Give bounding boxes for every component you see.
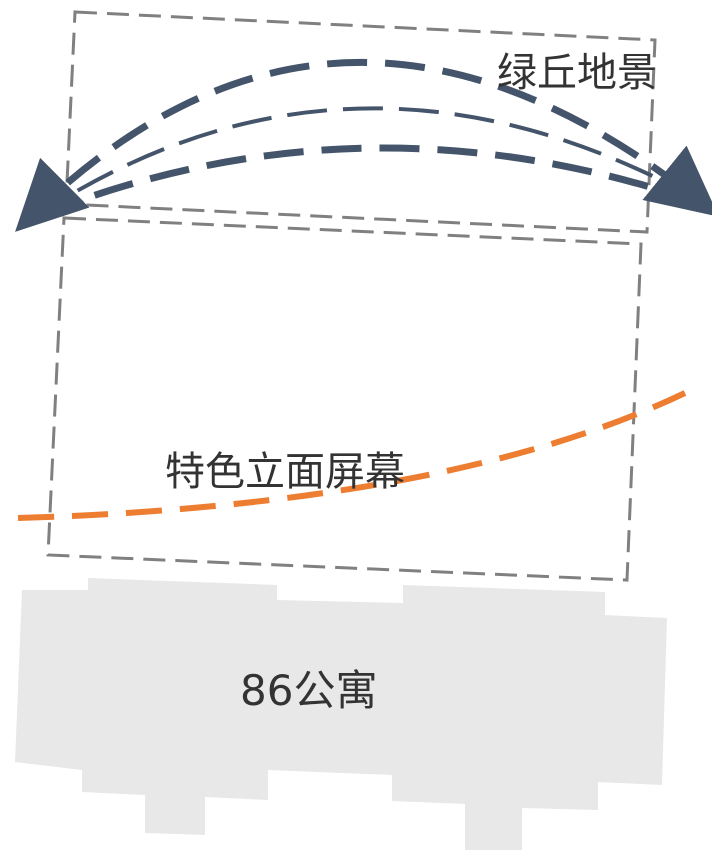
- apartment-building-footprint: [15, 578, 667, 850]
- label-building: 86公寓: [240, 666, 377, 715]
- label-landscape: 绿丘地景: [497, 50, 657, 96]
- facade-screen-zone-outline: [46, 216, 643, 582]
- landscape-zone-outline: [64, 10, 657, 234]
- view-arc-middle: [28, 106, 691, 222]
- label-facade-screen: 特色立面屏幕: [165, 449, 405, 495]
- facade-screen-line: [17, 390, 687, 521]
- view-arc-outer: [15, 58, 712, 232]
- view-arc-inner: [38, 144, 662, 219]
